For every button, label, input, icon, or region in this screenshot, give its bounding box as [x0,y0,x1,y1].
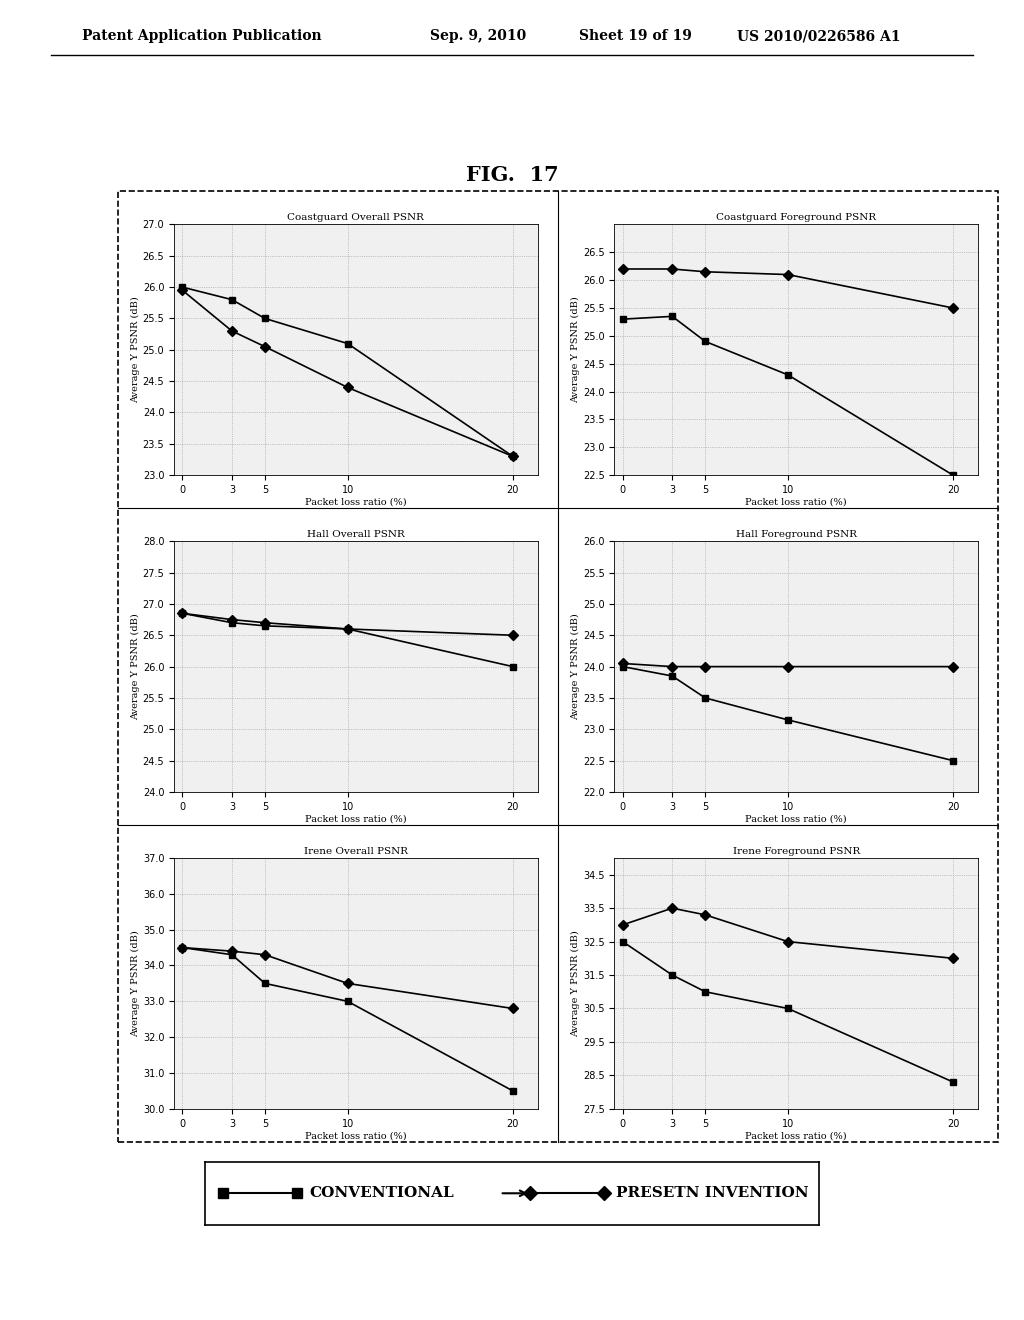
PRESETN INVENTION [225,944,238,960]
Title: Coastguard Foreground PSNR: Coastguard Foreground PSNR [716,214,877,222]
PRESETN INVENTION [341,975,353,991]
Line: CONVENTIONAL: CONVENTIONAL [620,939,956,1085]
Line: PRESETN INVENTION: PRESETN INVENTION [179,286,516,459]
Title: Coastguard Overall PSNR: Coastguard Overall PSNR [288,214,424,222]
Text: FIG.  17: FIG. 17 [466,165,558,185]
CONVENTIONAL [176,940,188,956]
CONVENTIONAL [176,606,188,622]
Line: PRESETN INVENTION: PRESETN INVENTION [179,610,516,639]
PRESETN INVENTION [666,900,678,916]
PRESETN INVENTION [341,620,353,636]
PRESETN INVENTION [947,659,959,675]
CONVENTIONAL [176,279,188,294]
PRESETN INVENTION [259,339,271,355]
PRESETN INVENTION [341,380,353,396]
PRESETN INVENTION [225,611,238,627]
CONVENTIONAL [781,367,794,383]
CONVENTIONAL [259,975,271,991]
CONVENTIONAL [699,690,712,706]
PRESETN INVENTION [507,1001,519,1016]
PRESETN INVENTION [947,950,959,966]
CONVENTIONAL [699,334,712,350]
PRESETN INVENTION [507,627,519,643]
PRESETN INVENTION [616,917,629,933]
CONVENTIONAL [341,335,353,351]
PRESETN INVENTION [781,933,794,949]
CONVENTIONAL [666,968,678,983]
Y-axis label: Average Y PSNR (dB): Average Y PSNR (dB) [571,931,581,1036]
PRESETN INVENTION [699,907,712,923]
PRESETN INVENTION [666,261,678,277]
Title: Irene Overall PSNR: Irene Overall PSNR [304,847,408,855]
CONVENTIONAL [616,312,629,327]
PRESETN INVENTION [225,323,238,339]
Title: Hall Overall PSNR: Hall Overall PSNR [307,531,404,539]
X-axis label: Packet loss ratio (%): Packet loss ratio (%) [305,1131,407,1140]
CONVENTIONAL [616,933,629,949]
Line: CONVENTIONAL: CONVENTIONAL [179,944,516,1094]
CONVENTIONAL [507,659,519,675]
PRESETN INVENTION [699,659,712,675]
Text: PRESETN INVENTION: PRESETN INVENTION [616,1187,809,1200]
Y-axis label: Average Y PSNR (dB): Average Y PSNR (dB) [131,614,140,719]
X-axis label: Packet loss ratio (%): Packet loss ratio (%) [305,498,407,507]
CONVENTIONAL [341,994,353,1010]
PRESETN INVENTION [259,946,271,962]
X-axis label: Packet loss ratio (%): Packet loss ratio (%) [745,814,847,824]
PRESETN INVENTION [947,300,959,315]
Title: Hall Foreground PSNR: Hall Foreground PSNR [735,531,857,539]
CONVENTIONAL [507,1082,519,1098]
X-axis label: Packet loss ratio (%): Packet loss ratio (%) [305,814,407,824]
Line: PRESETN INVENTION: PRESETN INVENTION [620,904,956,962]
PRESETN INVENTION [507,449,519,465]
PRESETN INVENTION [176,606,188,622]
PRESETN INVENTION [666,659,678,675]
Line: PRESETN INVENTION: PRESETN INVENTION [179,944,516,1012]
PRESETN INVENTION [176,282,188,298]
CONVENTIONAL [947,467,959,483]
CONVENTIONAL [699,983,712,999]
CONVENTIONAL [259,618,271,634]
Y-axis label: Average Y PSNR (dB): Average Y PSNR (dB) [571,297,581,403]
CONVENTIONAL [616,659,629,675]
PRESETN INVENTION [781,659,794,675]
CONVENTIONAL [507,449,519,465]
CONVENTIONAL [225,615,238,631]
Text: Sep. 9, 2010: Sep. 9, 2010 [430,29,526,44]
Title: Irene Foreground PSNR: Irene Foreground PSNR [732,847,860,855]
Text: US 2010/0226586 A1: US 2010/0226586 A1 [737,29,901,44]
Y-axis label: Average Y PSNR (dB): Average Y PSNR (dB) [131,931,140,1036]
PRESETN INVENTION [781,267,794,282]
CONVENTIONAL [781,1001,794,1016]
PRESETN INVENTION [616,656,629,672]
Line: PRESETN INVENTION: PRESETN INVENTION [620,265,956,312]
CONVENTIONAL [225,292,238,308]
PRESETN INVENTION [616,261,629,277]
Text: Patent Application Publication: Patent Application Publication [82,29,322,44]
CONVENTIONAL [947,752,959,768]
Y-axis label: Average Y PSNR (dB): Average Y PSNR (dB) [571,614,581,719]
X-axis label: Packet loss ratio (%): Packet loss ratio (%) [745,498,847,507]
Line: CONVENTIONAL: CONVENTIONAL [179,610,516,671]
Text: Sheet 19 of 19: Sheet 19 of 19 [579,29,691,44]
Line: PRESETN INVENTION: PRESETN INVENTION [620,660,956,671]
PRESETN INVENTION [176,940,188,956]
Y-axis label: Average Y PSNR (dB): Average Y PSNR (dB) [131,297,140,403]
Line: CONVENTIONAL: CONVENTIONAL [620,663,956,764]
CONVENTIONAL [781,711,794,727]
CONVENTIONAL [259,310,271,326]
PRESETN INVENTION [259,615,271,631]
CONVENTIONAL [225,946,238,962]
Line: CONVENTIONAL: CONVENTIONAL [179,284,516,459]
CONVENTIONAL [341,620,353,636]
X-axis label: Packet loss ratio (%): Packet loss ratio (%) [745,1131,847,1140]
Line: CONVENTIONAL: CONVENTIONAL [620,313,956,479]
CONVENTIONAL [666,309,678,325]
Text: CONVENTIONAL: CONVENTIONAL [309,1187,454,1200]
CONVENTIONAL [666,668,678,684]
PRESETN INVENTION [699,264,712,280]
CONVENTIONAL [947,1074,959,1090]
